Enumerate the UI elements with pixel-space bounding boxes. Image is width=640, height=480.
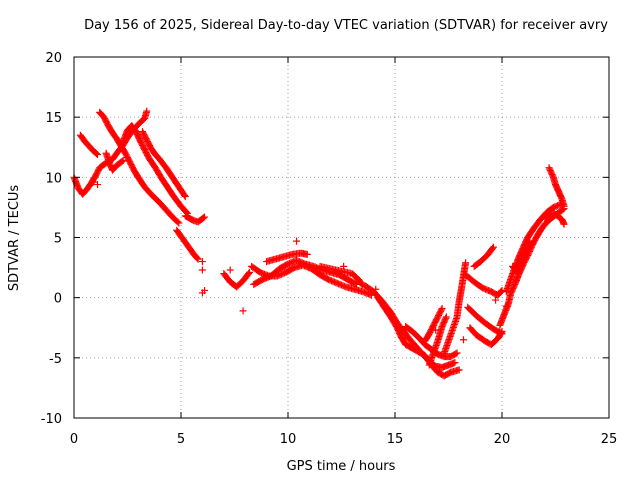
x-tick-label: 25 bbox=[601, 432, 618, 447]
data-point bbox=[199, 214, 207, 222]
x-tick-label: 20 bbox=[494, 432, 511, 447]
data-point bbox=[89, 178, 97, 186]
data-point bbox=[194, 255, 202, 263]
data-points bbox=[70, 107, 568, 380]
y-tick-label: 20 bbox=[45, 51, 62, 66]
y-tick-label: 0 bbox=[54, 292, 62, 307]
data-point bbox=[560, 202, 568, 210]
data-point bbox=[489, 244, 497, 252]
x-tick-label: 15 bbox=[387, 432, 404, 447]
data-point bbox=[303, 250, 311, 258]
y-tick-label: 5 bbox=[54, 232, 62, 247]
data-point bbox=[489, 243, 497, 251]
data-point bbox=[94, 181, 102, 189]
x-tick-label: 10 bbox=[280, 432, 297, 447]
data-point bbox=[245, 270, 253, 278]
data-point bbox=[198, 258, 206, 266]
y-tick-label: 10 bbox=[45, 171, 62, 186]
data-point bbox=[193, 254, 201, 262]
data-point bbox=[442, 314, 450, 322]
data-point bbox=[453, 349, 461, 357]
data-point bbox=[525, 238, 533, 246]
data-point bbox=[492, 296, 500, 304]
data-point bbox=[526, 237, 534, 245]
data-point bbox=[239, 307, 247, 315]
data-point bbox=[201, 213, 209, 221]
y-tick-label: -10 bbox=[41, 412, 62, 427]
data-point bbox=[498, 327, 506, 335]
x-tick-label: 5 bbox=[177, 432, 185, 447]
data-point bbox=[358, 280, 366, 288]
y-tick-label: 15 bbox=[45, 111, 62, 126]
axis-ticks bbox=[73, 56, 610, 419]
y-tick-label: -5 bbox=[49, 352, 62, 367]
x-axis-label: GPS time / hours bbox=[287, 459, 396, 474]
chart-title: Day 156 of 2025, Sidereal Day-to-day VTE… bbox=[84, 18, 608, 33]
data-point bbox=[94, 150, 102, 158]
data-point bbox=[180, 191, 188, 199]
data-point bbox=[340, 262, 348, 270]
data-point bbox=[459, 336, 467, 344]
data-point bbox=[174, 218, 182, 226]
data-point bbox=[226, 266, 234, 274]
data-point bbox=[559, 205, 567, 213]
data-point bbox=[372, 285, 380, 293]
data-point bbox=[560, 220, 568, 228]
data-point bbox=[92, 150, 100, 158]
x-tick-label: 0 bbox=[70, 432, 78, 447]
data-point bbox=[452, 350, 460, 358]
data-point bbox=[437, 306, 445, 314]
data-point bbox=[432, 326, 440, 334]
data-point bbox=[198, 266, 206, 274]
data-point bbox=[118, 157, 126, 165]
data-point bbox=[451, 359, 459, 367]
data-point bbox=[181, 193, 189, 201]
data-point bbox=[143, 107, 151, 115]
data-point bbox=[351, 280, 359, 288]
data-point bbox=[201, 286, 209, 294]
data-point bbox=[119, 156, 127, 164]
data-point bbox=[497, 329, 505, 337]
tick-labels: 0 5 10 15 20 25 -10 -5 0 5 10 15 20 bbox=[41, 51, 618, 447]
data-point bbox=[293, 237, 301, 245]
data-point bbox=[455, 366, 463, 374]
data-point bbox=[175, 219, 183, 227]
data-point bbox=[438, 304, 446, 312]
data-point bbox=[502, 302, 510, 310]
data-point bbox=[442, 313, 450, 321]
y-axis-label: SDTVAR / TECUs bbox=[7, 185, 22, 292]
data-point bbox=[462, 259, 470, 267]
data-point bbox=[245, 268, 253, 276]
